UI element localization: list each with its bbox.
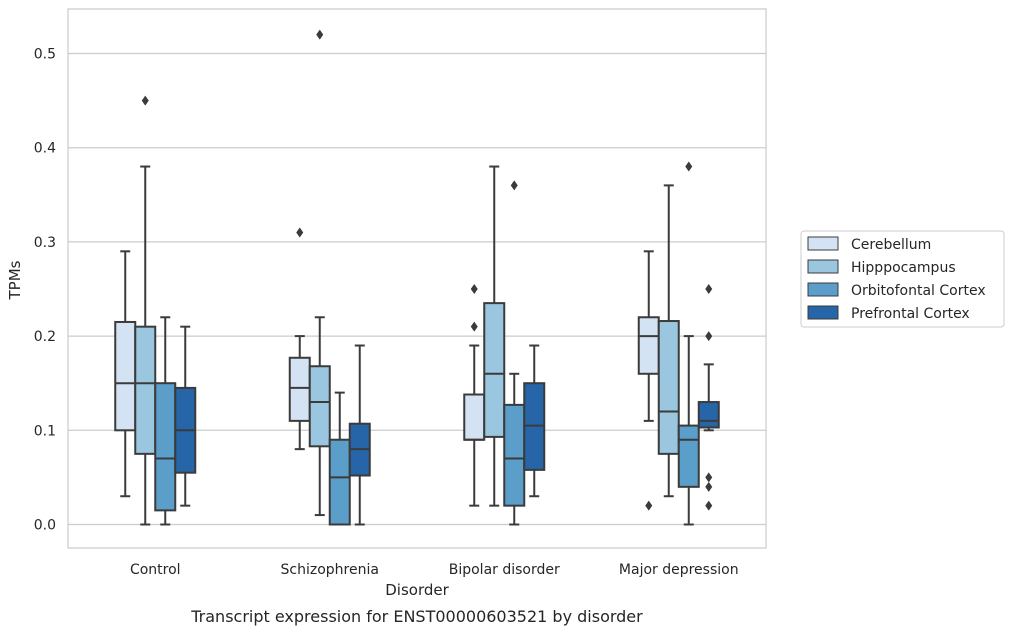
- box-iqr: [657, 320, 680, 455]
- box-0-3: [174, 325, 197, 507]
- box-iqr: [697, 401, 720, 429]
- box-iqr: [677, 424, 700, 488]
- flier-point: [705, 500, 713, 511]
- legend-label: Prefrontal Cortex: [851, 306, 970, 322]
- plot-area: [67, 8, 767, 549]
- box-1-3: [348, 344, 371, 526]
- box-0-1: [134, 95, 157, 526]
- box-3-1: [657, 184, 680, 498]
- box-3-3: [697, 284, 720, 511]
- legend-swatch: [807, 305, 839, 320]
- y-tick-label: 0.1: [34, 423, 56, 439]
- legend-label: Hipppocampus: [851, 260, 956, 276]
- legend-swatch: [807, 259, 839, 274]
- x-tick-label: Bipolar disorder: [449, 562, 560, 578]
- y-tick-label: 0.2: [34, 329, 56, 345]
- box-iqr: [134, 325, 157, 455]
- box-0-2: [154, 316, 177, 526]
- flier-point: [705, 481, 713, 492]
- box-iqr: [114, 320, 137, 432]
- flier-point: [645, 500, 653, 511]
- box-iqr: [328, 438, 351, 526]
- legend-frame: [800, 230, 1005, 328]
- box-3-0: [637, 250, 660, 511]
- box-2-2: [503, 180, 526, 526]
- legend: Cerebellum Hipppocampus Orbitofontal Corte…: [800, 230, 1005, 328]
- boxes: [114, 29, 720, 526]
- flier-point: [705, 331, 713, 342]
- box-1-0: [288, 227, 311, 451]
- flier-point: [685, 161, 693, 172]
- box-iqr: [463, 393, 486, 441]
- box-iqr: [154, 382, 177, 512]
- box-2-1: [483, 165, 506, 507]
- legend-label: Cerebellum: [851, 237, 931, 253]
- flier-point: [470, 284, 478, 294]
- x-tick-labels: Control Schizophrenia Bipolar disorder Majo…: [130, 562, 739, 578]
- legend-swatch: [807, 236, 839, 251]
- box-1-2: [328, 391, 351, 526]
- y-axis-label: TPMs: [6, 260, 24, 300]
- box-iqr: [503, 403, 526, 507]
- flier-point: [510, 180, 518, 191]
- y-tick-label: 0.5: [34, 47, 56, 63]
- legend-label: Orbitofontal Cortex: [851, 283, 986, 299]
- box-iqr: [637, 316, 660, 375]
- flier-point: [141, 95, 149, 106]
- y-tick-label: 0.0: [34, 518, 56, 534]
- box-2-3: [523, 344, 546, 498]
- flier-point: [470, 321, 478, 332]
- chart-caption: Transcript expression for ENST0000060352…: [190, 607, 643, 626]
- y-tick-labels: 0.0 0.1 0.2 0.3 0.4 0.5: [34, 47, 56, 534]
- box-1-1: [308, 29, 331, 517]
- box-2-0: [463, 284, 486, 507]
- box-iqr: [483, 302, 506, 438]
- y-tick-label: 0.3: [34, 235, 56, 251]
- flier-point: [705, 472, 713, 483]
- box-3-2: [677, 161, 700, 526]
- legend-swatch: [807, 282, 839, 297]
- x-axis-label: Disorder: [385, 581, 449, 599]
- box-0-0: [114, 250, 137, 498]
- flier-point: [316, 29, 324, 40]
- flier-point: [296, 227, 304, 238]
- x-tick-label: Control: [130, 562, 181, 578]
- flier-point: [705, 284, 713, 294]
- x-tick-label: Schizophrenia: [281, 562, 379, 578]
- y-tick-label: 0.4: [34, 141, 56, 157]
- box-iqr: [308, 365, 331, 448]
- x-tick-label: Major depression: [619, 562, 739, 578]
- box-iqr: [288, 356, 311, 422]
